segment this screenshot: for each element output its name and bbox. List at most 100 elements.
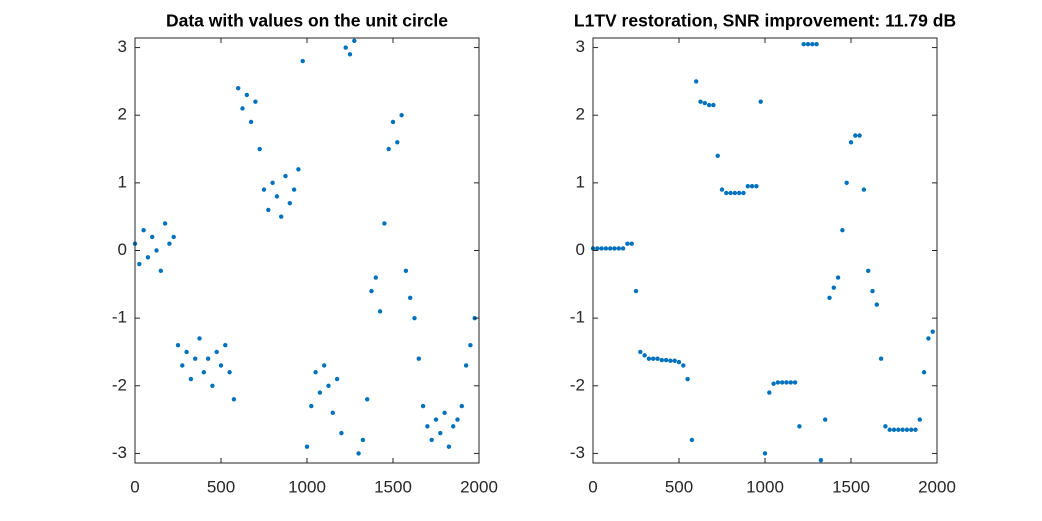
point [429, 437, 434, 443]
point [150, 234, 155, 240]
y-tick-label: -2 [112, 375, 127, 394]
point [201, 370, 206, 375]
point [749, 184, 755, 189]
point [663, 357, 669, 363]
y-tick-label: 2 [576, 105, 585, 124]
y-tick-label: 1 [118, 172, 127, 191]
point [715, 153, 720, 159]
point [274, 194, 280, 199]
point [909, 427, 914, 432]
point [810, 41, 815, 47]
point [352, 38, 357, 44]
point [659, 357, 664, 363]
point [468, 342, 473, 348]
point [758, 99, 763, 104]
point [369, 288, 374, 294]
point [442, 410, 447, 416]
point [823, 417, 828, 422]
x-tick-label: 1500 [832, 477, 870, 496]
y-tick-label: 0 [118, 240, 127, 259]
point [296, 167, 301, 172]
point [309, 403, 314, 409]
point [642, 353, 647, 358]
point [463, 363, 469, 368]
x-tick-label: 1500 [374, 477, 412, 496]
point [689, 437, 695, 443]
point [403, 268, 409, 273]
point [270, 180, 275, 186]
point [154, 248, 159, 253]
point [356, 451, 361, 456]
point [792, 380, 798, 385]
point [857, 133, 862, 138]
point [244, 92, 249, 98]
point [365, 397, 370, 402]
point [874, 302, 879, 307]
point [451, 424, 456, 429]
point [438, 430, 443, 436]
point [227, 370, 232, 375]
point [446, 444, 452, 449]
point [741, 190, 746, 196]
point [784, 380, 789, 385]
point [599, 246, 604, 251]
point [360, 437, 366, 443]
point [891, 427, 897, 432]
point [141, 228, 146, 233]
y-tick-label: 3 [118, 37, 127, 56]
point [343, 45, 348, 50]
point [676, 359, 682, 365]
point [167, 241, 172, 246]
point [728, 190, 733, 196]
point [896, 427, 901, 432]
point [780, 380, 785, 385]
point [197, 336, 202, 341]
point [930, 329, 935, 334]
point [612, 246, 617, 251]
y-tick-label: 2 [118, 105, 127, 124]
point [724, 190, 729, 196]
point [291, 187, 297, 192]
point [767, 390, 772, 395]
point [399, 113, 404, 118]
point [870, 288, 875, 294]
point [904, 427, 910, 432]
point [913, 427, 918, 432]
y-tick-label: -2 [570, 375, 585, 394]
point [433, 417, 439, 422]
point [257, 146, 262, 152]
point [702, 100, 707, 106]
point [921, 370, 927, 375]
point [835, 275, 841, 280]
y-tick-label: 1 [576, 172, 585, 191]
point [775, 380, 781, 385]
point [827, 295, 832, 301]
point [236, 85, 241, 91]
point [926, 336, 931, 341]
point [408, 295, 413, 301]
y-tick-label: 3 [576, 37, 585, 56]
point [266, 207, 271, 213]
point [844, 180, 849, 186]
point [831, 285, 836, 290]
y-tick-label: 0 [576, 240, 585, 259]
point [883, 424, 888, 429]
axes-background [593, 38, 937, 463]
point [322, 363, 327, 368]
point [788, 380, 793, 385]
point [917, 417, 922, 422]
point [425, 424, 430, 429]
point [386, 146, 391, 152]
point [218, 363, 224, 368]
point [814, 41, 819, 47]
point [137, 261, 142, 267]
point [283, 173, 288, 179]
point [326, 383, 331, 388]
point [655, 356, 660, 361]
point [737, 190, 742, 196]
point [762, 451, 768, 456]
point [638, 349, 643, 355]
point [253, 99, 258, 104]
point [304, 444, 310, 449]
point [672, 358, 677, 363]
